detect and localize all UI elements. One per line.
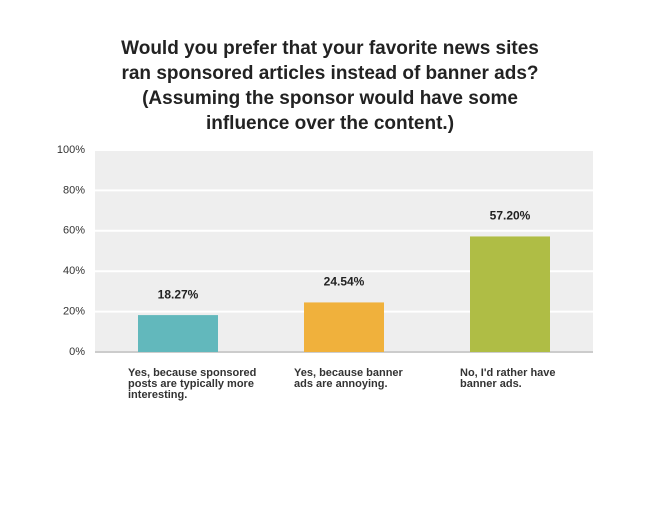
- y-tick-label: 100%: [57, 144, 85, 156]
- y-tick-label: 20%: [63, 306, 85, 318]
- bar: [138, 315, 218, 352]
- value-label: 57.20%: [490, 209, 531, 223]
- y-tick-label: 60%: [63, 225, 85, 237]
- chart-title: Would you prefer that your favorite news…: [121, 38, 539, 134]
- value-label: 18.27%: [158, 287, 199, 301]
- bar: [304, 302, 384, 352]
- y-tick-label: 0%: [69, 346, 85, 358]
- x-tick-label: Yes, because sponsored posts are typical…: [128, 367, 257, 401]
- value-label: 24.54%: [324, 275, 365, 289]
- x-tick-label: Yes, because banner ads are annoying.: [294, 367, 403, 390]
- y-tick-label: 80%: [63, 184, 85, 196]
- bar: [470, 236, 550, 352]
- y-tick-label: 40%: [63, 265, 85, 277]
- x-tick-label: No, I'd rather have banner ads.: [460, 367, 556, 390]
